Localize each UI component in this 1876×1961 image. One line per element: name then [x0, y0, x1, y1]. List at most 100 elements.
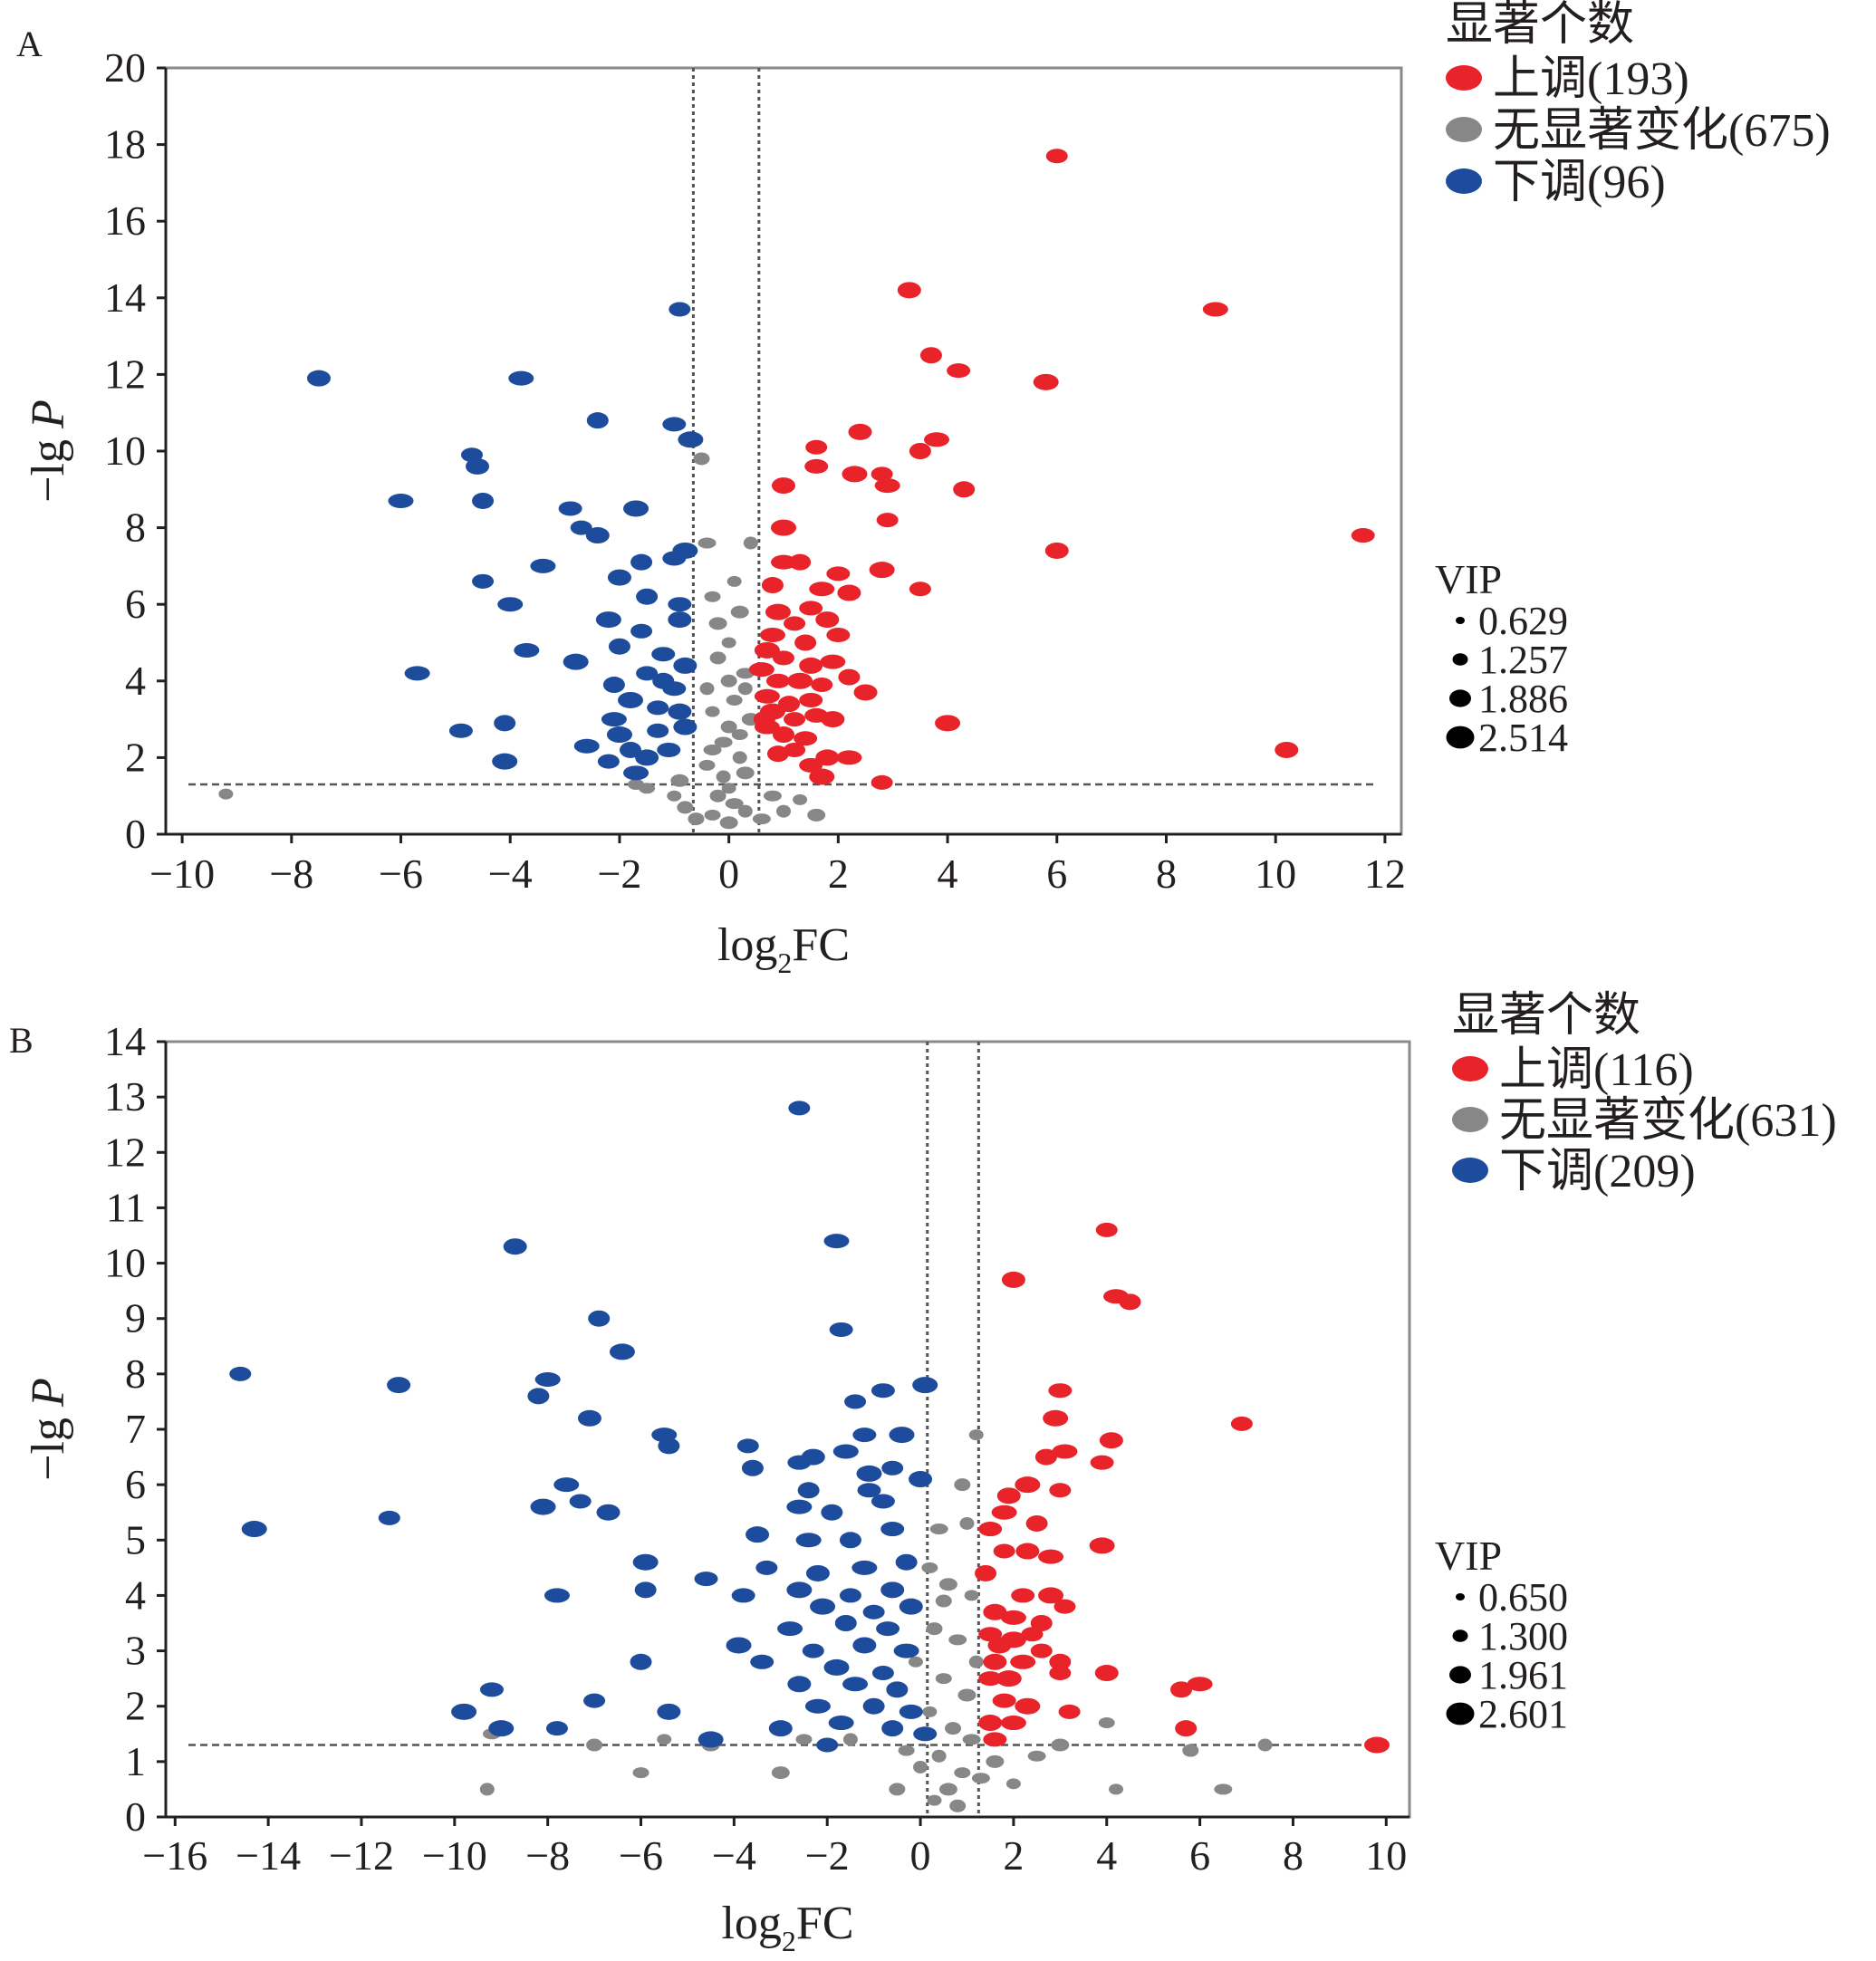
data-point-down: [788, 1101, 811, 1116]
y-tick-label: 6: [125, 1461, 146, 1507]
data-point-up: [804, 458, 829, 474]
data-point-down: [647, 700, 669, 716]
data-point-down: [886, 1681, 909, 1698]
y-tick-label: 16: [104, 197, 146, 244]
data-point-up: [765, 673, 790, 688]
data-point-up: [754, 688, 780, 704]
panel-letter: A: [16, 24, 43, 64]
data-point-up: [1090, 1455, 1114, 1470]
data-point-up: [748, 662, 774, 678]
legend-label-none: 无显著变化(631): [1499, 1095, 1837, 1147]
data-point-none: [698, 759, 716, 771]
data-point-up: [1170, 1681, 1193, 1698]
data-point-down: [241, 1521, 267, 1538]
data-point-up: [784, 616, 806, 631]
data-point-down: [630, 623, 653, 639]
data-point-down: [583, 1693, 606, 1708]
data-point-down: [678, 431, 704, 448]
data-point-none: [709, 651, 726, 665]
x-tick-label: 10: [1255, 851, 1296, 897]
x-axis-title-main: log: [717, 919, 777, 971]
data-point-up: [809, 768, 835, 785]
data-point-down: [839, 1532, 861, 1549]
data-point-none: [1051, 1738, 1070, 1752]
legend-label-up: 上调(193): [1493, 53, 1689, 105]
x-tick-label: −8: [525, 1832, 570, 1879]
data-point-up: [871, 774, 893, 790]
data-point-none: [704, 591, 721, 602]
vip-legend-title: VIP: [1435, 556, 1502, 602]
y-tick-label: 14: [104, 1018, 146, 1064]
data-point-up: [1058, 1704, 1081, 1719]
x-tick-label: −14: [236, 1832, 301, 1879]
data-point-up: [1049, 1483, 1072, 1498]
data-point-up: [1044, 542, 1069, 559]
data-point-down: [585, 527, 610, 544]
data-point-none: [732, 751, 747, 764]
data-point-none: [721, 783, 736, 794]
data-point-down: [842, 1677, 869, 1692]
vip-size-marker: [1449, 689, 1471, 707]
data-point-up: [923, 432, 949, 447]
data-point-up: [996, 1670, 1022, 1687]
data-point-up: [1119, 1293, 1141, 1311]
x-tick-label: −6: [619, 1832, 663, 1879]
data-point-up: [809, 582, 835, 597]
data-point-down: [573, 738, 600, 754]
data-point-up: [815, 749, 840, 766]
data-point-up: [826, 628, 851, 643]
y-tick-label: 14: [104, 274, 146, 321]
data-point-down: [451, 1703, 477, 1720]
data-point-none: [1182, 1744, 1199, 1757]
x-tick-label: 10: [1365, 1832, 1407, 1879]
data-point-up: [1000, 1716, 1026, 1731]
data-point-down: [736, 1438, 759, 1454]
data-point-up: [842, 466, 868, 483]
data-point-none: [1098, 1717, 1115, 1729]
data-point-up: [909, 582, 931, 597]
data-point-up: [996, 1487, 1021, 1504]
data-point-none: [842, 1733, 858, 1746]
data-point-down: [448, 723, 473, 738]
data-point-down: [514, 642, 540, 658]
data-point-down: [652, 672, 675, 689]
data-point-up: [1052, 1444, 1078, 1459]
data-point-none: [705, 706, 720, 717]
data-point-none: [957, 1688, 976, 1702]
x-tick-label: 6: [1046, 851, 1067, 897]
data-point-down: [857, 1483, 881, 1498]
data-point-up: [1038, 1587, 1064, 1604]
data-point-none: [479, 1783, 495, 1796]
data-point-down: [569, 1494, 592, 1509]
data-point-down: [810, 1598, 836, 1615]
data-point-none: [730, 605, 749, 619]
data-point-none: [938, 1578, 957, 1591]
data-point-none: [721, 637, 736, 649]
x-tick-label: 0: [910, 1832, 931, 1879]
y-tick-label: 8: [125, 1351, 146, 1397]
data-point-none: [709, 789, 726, 803]
data-point-up: [1175, 1720, 1198, 1737]
x-tick-label: 12: [1364, 851, 1406, 897]
data-point-down: [494, 715, 516, 732]
legend-label-down: 下调(209): [1499, 1146, 1696, 1197]
data-point-up: [787, 672, 813, 689]
data-point-up: [1033, 373, 1059, 390]
data-point-none: [776, 804, 791, 818]
y-tick-label: 12: [104, 1129, 146, 1175]
data-point-up: [1094, 1665, 1119, 1682]
x-axis-title-tail: FC: [792, 919, 850, 971]
data-point-down: [306, 370, 331, 387]
x-tick-label: 2: [828, 851, 849, 897]
data-point-down: [508, 370, 534, 386]
data-point-up: [820, 654, 846, 669]
x-tick-label: −10: [422, 1832, 487, 1879]
x-tick-label: −10: [149, 851, 215, 897]
data-point-none: [720, 674, 737, 687]
data-point-none: [931, 1749, 947, 1763]
data-point-up: [1011, 1588, 1035, 1603]
data-point-down: [595, 611, 621, 629]
data-point-down: [787, 1455, 812, 1470]
vip-size-label: 2.601: [1478, 1692, 1568, 1736]
data-point-up: [874, 478, 900, 494]
